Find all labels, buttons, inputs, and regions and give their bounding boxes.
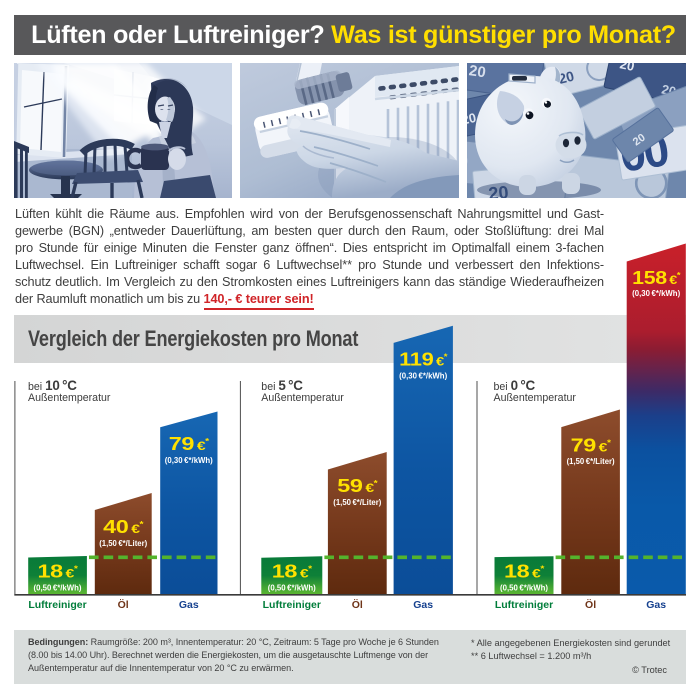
svg-text:Gas: Gas — [646, 599, 666, 611]
svg-text:158 €*: 158 €* — [632, 268, 681, 288]
svg-text:18 €*: 18 € * — [38, 561, 80, 581]
svg-text:Gas: Gas — [413, 599, 433, 611]
svg-text:(0,30 €*/kWh): (0,30 €*/kWh) — [165, 456, 213, 465]
svg-text:Gas: Gas — [179, 599, 199, 611]
svg-text:40 €*: 40 € * — [103, 517, 145, 537]
svg-text:Öl: Öl — [352, 598, 363, 611]
svg-text:18 €*: 18 € * — [272, 561, 314, 581]
svg-text:(0,30 €*/kWh): (0,30 €*/kWh) — [399, 372, 447, 381]
svg-text:Außentemperatur: Außentemperatur — [28, 392, 111, 404]
svg-text:bei 5 °C: bei 5 °C — [261, 378, 303, 393]
svg-text:79 €*: 79 € * — [169, 434, 211, 454]
svg-text:Öl: Öl — [118, 598, 129, 611]
svg-text:(0,50 €*/kWh): (0,50 €*/kWh) — [268, 584, 316, 593]
svg-text:20: 20 — [631, 132, 648, 149]
svg-text:Luftreiniger: Luftreiniger — [263, 599, 321, 611]
svg-text:(0,50 €*/kWh): (0,50 €*/kWh) — [500, 584, 548, 593]
svg-text:Außentemperatur: Außentemperatur — [494, 392, 577, 404]
svg-text:bei 10 °C: bei 10 °C — [28, 378, 77, 393]
svg-text:(0,30 €*/kWh): (0,30 €*/kWh) — [632, 289, 680, 298]
svg-text:bei 0 °C: bei 0 °C — [494, 378, 536, 393]
svg-text:Öl: Öl — [585, 598, 596, 611]
svg-text:20: 20 — [468, 63, 487, 81]
svg-text:119 €*: 119 € * — [399, 350, 448, 370]
svg-text:Luftreiniger: Luftreiniger — [28, 599, 86, 611]
svg-text:(0,50 €*/kWh): (0,50 €*/kWh) — [34, 584, 82, 593]
svg-text:Luftreiniger: Luftreiniger — [495, 599, 553, 611]
svg-text:(1,50 €*/Liter): (1,50 €*/Liter) — [99, 539, 147, 548]
svg-text:Außentemperatur: Außentemperatur — [261, 392, 344, 404]
svg-text:(1,50 €*/Liter): (1,50 €*/Liter) — [567, 457, 615, 466]
svg-text:18 €*: 18 € * — [504, 561, 546, 581]
svg-text:79 €*: 79 € * — [571, 435, 613, 455]
svg-text:20: 20 — [557, 68, 576, 87]
svg-text:59 €*: 59 € * — [337, 476, 379, 496]
svg-text:(1,50 €*/Liter): (1,50 €*/Liter) — [333, 498, 381, 507]
